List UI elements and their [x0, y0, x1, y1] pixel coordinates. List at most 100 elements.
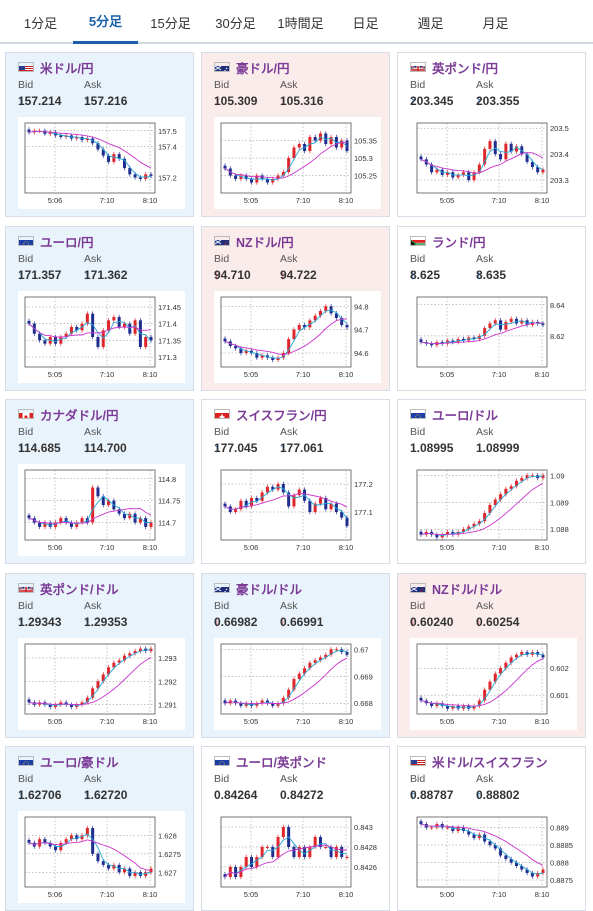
candle [122, 655, 126, 661]
candle [488, 323, 492, 329]
rate-card-usdjpy[interactable]: 米ドル/円 Bid Ask ↑ 157.214 ↑ 157.216 157.5 157.4 157… [5, 52, 194, 217]
pair-title[interactable]: NZドル/円 [214, 233, 294, 250]
candle [122, 158, 126, 169]
candle [313, 837, 317, 847]
rate-card-gbpjpy[interactable]: 英ポンド/円 Bid Ask ↑ 203.345 ↑ 203.355 203.5 203.4 20… [397, 52, 586, 217]
candle [64, 333, 68, 337]
candle [281, 353, 285, 358]
ask-label: Ask [476, 79, 494, 91]
candle [340, 140, 344, 148]
candle [101, 496, 105, 505]
candle [255, 498, 259, 501]
candle [75, 137, 79, 139]
tab-3[interactable]: 30分足 [215, 15, 256, 31]
pair-title[interactable]: 豪ドル/ドル [214, 580, 302, 597]
rate-card-nzdjpy[interactable]: NZドル/円 Bid Ask ↓ 94.710 ↓ 94.722 94.8 94.7 94.6 5:… [201, 226, 390, 391]
candlestick-chart[interactable]: 1.628 1.6275 1.627 5:06 7:10 8:10 [18, 811, 185, 903]
pair-title-text: ユーロ/円 [40, 235, 94, 250]
candle [456, 531, 460, 535]
candlestick-chart[interactable]: 0.602 0.601 5:05 7:10 8:10 [410, 638, 577, 730]
candle [345, 652, 349, 655]
x-tick-label: 7:10 [100, 890, 115, 899]
candlestick-chart[interactable]: 8.64 8.62 5:05 7:10 8:10 [410, 291, 577, 383]
candle [472, 337, 476, 339]
rate-card-audjpy[interactable]: 豪ドル/円 Bid Ask ↓ 105.309 ↓ 105.316 105.35 105.3 10… [201, 52, 390, 217]
candle [451, 340, 455, 343]
rate-card-gbpusd[interactable]: 英ポンド/ドル Bid Ask ↑ 1.29343 ↑ 1.29353 1.293 1.292 1… [5, 573, 194, 738]
pair-title[interactable]: スイスフラン/円 [214, 406, 327, 423]
candlestick-chart[interactable]: 1.293 1.292 1.291 5:05 7:10 8:10 [18, 638, 185, 730]
tab-7[interactable]: 月足 [482, 15, 509, 31]
pair-title[interactable]: 米ドル/円 [18, 59, 93, 76]
candle [477, 834, 481, 838]
plot-area [416, 816, 548, 888]
candle [461, 705, 465, 709]
candlestick-chart[interactable]: 157.5 157.4 157.2 5:06 7:10 8:10 [18, 117, 185, 209]
candle [138, 518, 142, 523]
pair-title[interactable]: ユーロ/豪ドル [18, 753, 118, 770]
rate-card-eurusd[interactable]: ユーロ/ドル Bid Ask 1.08995 1.08999 1.09 1.089 1.088… [397, 399, 586, 564]
candlestick-chart[interactable]: 1.09 1.089 1.088 5:05 7:10 8:10 [410, 464, 577, 556]
candle [303, 325, 307, 328]
ask-label: Ask [280, 600, 298, 612]
pair-title[interactable]: カナダドル/円 [18, 406, 118, 423]
candlestick-chart[interactable]: 171.45 171.4 171.35 171.3 5:05 7:10 8:10 [18, 291, 185, 383]
rate-card-euraud[interactable]: ユーロ/豪ドル Bid Ask ↑ 1.62706 ↑ 1.62720 1.628 1.6275… [5, 746, 194, 911]
candlestick-chart[interactable]: 203.5 203.4 203.3 5:05 7:10 8:10 [410, 117, 577, 209]
tab-6[interactable]: 週足 [417, 15, 444, 31]
candle [69, 522, 73, 527]
candle [85, 697, 89, 703]
tab-4[interactable]: 1時間足 [277, 15, 324, 31]
pair-title[interactable]: ユーロ/英ポンド [214, 753, 327, 770]
candle [509, 486, 513, 489]
candle [472, 834, 476, 838]
candlestick-chart[interactable]: 0.843 0.8428 0.8426 5:05 7:10 8:10 [214, 811, 381, 903]
pair-title[interactable]: 英ポンド/ドル [18, 580, 118, 597]
candlestick-chart[interactable]: 0.67 0.669 0.668 5:05 7:10 8:10 [214, 638, 381, 730]
candle [59, 518, 63, 523]
tab-2[interactable]: 15分足 [150, 15, 191, 31]
rate-card-usdchf[interactable]: 米ドル/スイスフラン Bid Ask ↑ 0.88787 ↑ 0.88802 0.889 0.8… [397, 746, 586, 911]
pair-title[interactable]: 英ポンド/円 [410, 59, 498, 76]
tab-0[interactable]: 1分足 [23, 15, 58, 31]
candlestick-chart[interactable]: 105.35 105.3 105.25 5:05 7:10 8:10 [214, 117, 381, 209]
plot-area [24, 296, 156, 368]
arrow-down-icon: ↓ [214, 94, 220, 108]
candle [239, 175, 243, 179]
candle [493, 320, 497, 324]
candle [440, 342, 444, 344]
tab-1[interactable]: 5分足 [73, 0, 138, 44]
candle [54, 522, 58, 527]
rate-card-cadjpy[interactable]: カナダドル/円 Bid Ask ↑ 114.685 ↑ 114.700 114.8 114.75… [5, 399, 194, 564]
candle [477, 521, 481, 524]
candle [504, 488, 508, 495]
rate-card-chfjpy[interactable]: スイスフラン/円 Bid Ask ↑ 177.045 ↑ 177.061 177.2 177.1… [201, 399, 390, 564]
tab-5[interactable]: 日足 [352, 15, 379, 31]
rate-card-zarjpy[interactable]: ランド/円 Bid Ask ↑ 8.625 ↑ 8.635 8.64 8.62 5:05 7:10 8… [397, 226, 586, 391]
candle [536, 652, 540, 655]
pair-title[interactable]: ランド/円 [410, 233, 485, 250]
candle [43, 839, 47, 843]
candlestick-chart[interactable]: 94.8 94.7 94.6 5:05 7:10 8:10 [214, 291, 381, 383]
pair-title[interactable]: ユーロ/円 [18, 233, 94, 250]
rate-card-audusd[interactable]: 豪ドル/ドル Bid Ask ↓ 0.66982 ↓ 0.66991 0.67 0.669 0.6… [201, 573, 390, 738]
candle [69, 835, 73, 840]
pair-title[interactable]: NZドル/ドル [410, 580, 502, 597]
pair-title[interactable]: 豪ドル/円 [214, 59, 289, 76]
candle [504, 662, 508, 669]
pair-title[interactable]: 米ドル/スイスフラン [410, 753, 548, 770]
candlestick-chart[interactable]: 177.2 177.1 5:06 7:10 8:10 [214, 464, 381, 556]
candlestick-chart[interactable]: 0.889 0.8885 0.888 0.8875 5:00 7:10 8:10 [410, 811, 577, 903]
rate-card-eurgbp[interactable]: ユーロ/英ポンド Bid Ask 0.84264 0.84272 0.843 0.8428 0… [201, 746, 390, 911]
y-tick-label: 1.291 [158, 701, 177, 710]
plot-area [24, 122, 156, 194]
pair-title[interactable]: ユーロ/ドル [410, 406, 498, 423]
candle [520, 866, 524, 870]
candle [313, 660, 317, 663]
candle [292, 847, 296, 857]
rate-card-eurjpy[interactable]: ユーロ/円 Bid Ask ↑ 171.357 ↑ 171.362 171.45 171.4 17… [5, 226, 194, 391]
candlestick-chart[interactable]: 114.8 114.75 114.7 5:06 7:10 8:10 [18, 464, 185, 556]
rate-card-nzdusd[interactable]: NZドル/ドル Bid Ask ↓ 0.60240 ↓ 0.60254 0.602 0.601 5… [397, 573, 586, 738]
candle [234, 509, 238, 512]
candle [112, 317, 116, 321]
